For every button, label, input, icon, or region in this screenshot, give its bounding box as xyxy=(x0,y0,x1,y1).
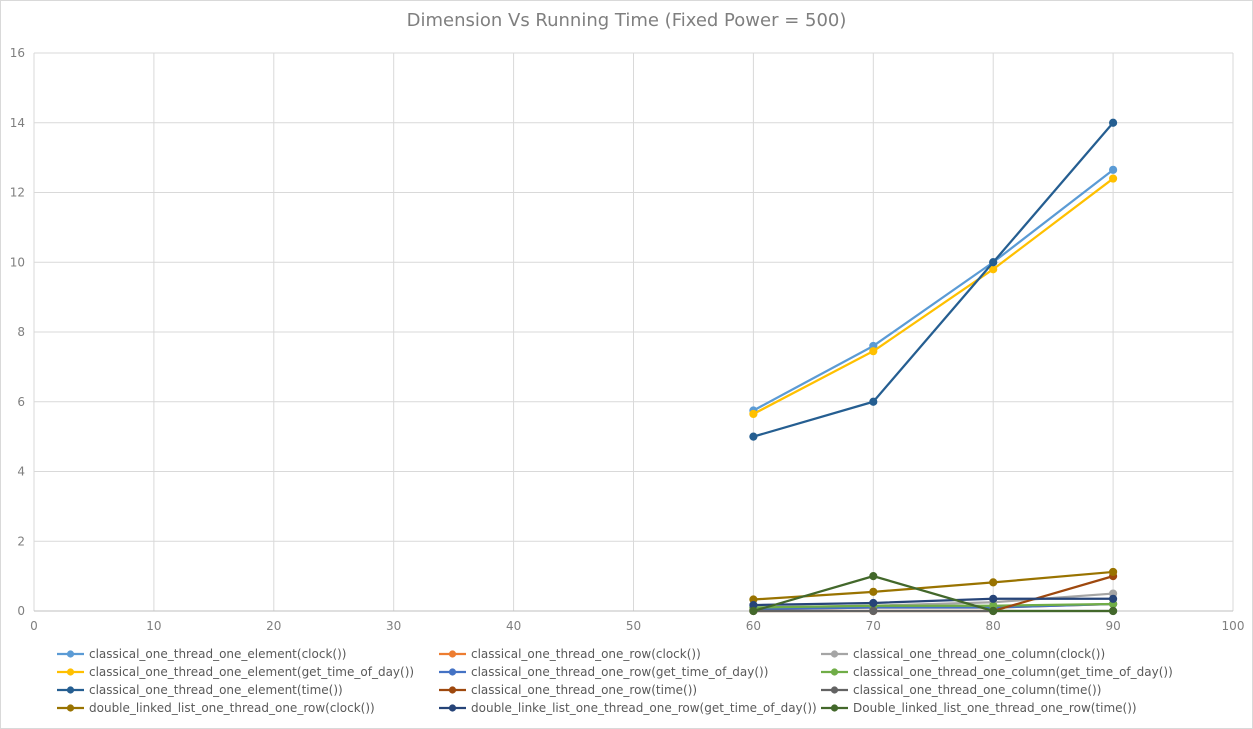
legend-marker xyxy=(66,668,75,676)
axis-layer: 0 2 4 6 8 10 12 14 16 0 10 20 30 40 50 60 70 80 90 100 xyxy=(10,46,1245,633)
data-point xyxy=(1109,174,1118,183)
data-point xyxy=(989,594,998,603)
data-point xyxy=(1109,165,1118,174)
x-tick-label: 70 xyxy=(866,619,881,633)
y-tick-label: 14 xyxy=(10,116,25,130)
legend-layer: classical_one_thread_one_element(clock()… xyxy=(57,647,1173,715)
legend-item: classical_one_thread_one_column(clock()) xyxy=(821,647,1105,661)
legend-marker xyxy=(830,704,839,712)
legend-label: Double_linked_list_one_thread_one_row(ti… xyxy=(853,701,1137,715)
series-line xyxy=(752,177,1114,415)
legend-marker xyxy=(448,686,457,694)
data-point xyxy=(869,606,878,616)
legend-item: classical_one_thread_one_row(time()) xyxy=(439,683,697,697)
legend-label: classical_one_thread_one_element(get_tim… xyxy=(89,665,414,679)
legend-item: classical_one_thread_one_row(get_time_of… xyxy=(439,665,768,679)
legend-label: classical_one_thread_one_element(time()) xyxy=(89,683,343,697)
legend-label: classical_one_thread_one_row(clock()) xyxy=(471,647,701,661)
y-tick-label: 12 xyxy=(10,186,25,200)
x-tick-label: 80 xyxy=(986,619,1001,633)
legend-label: double_linke_list_one_thread_one_row(get… xyxy=(471,701,817,715)
data-point xyxy=(869,397,878,406)
series-line xyxy=(752,168,1114,412)
legend-item: classical_one_thread_one_element(time()) xyxy=(57,683,343,697)
legend-item: double_linke_list_one_thread_one_row(get… xyxy=(439,701,817,715)
x-tick-label: 30 xyxy=(386,619,401,633)
legend-item: classical_one_thread_one_element(clock()… xyxy=(57,647,346,661)
y-tick-label: 8 xyxy=(17,325,25,339)
legend-marker xyxy=(448,704,457,712)
legend-item: Double_linked_list_one_thread_one_row(ti… xyxy=(821,701,1137,715)
y-tick-label: 4 xyxy=(17,465,25,479)
x-tick-label: 40 xyxy=(506,619,521,633)
x-tick-label: 0 xyxy=(30,619,38,633)
data-point xyxy=(869,587,878,596)
data-point xyxy=(989,258,998,267)
y-tick-label: 10 xyxy=(10,255,25,269)
series-line xyxy=(753,122,1114,438)
series-1 xyxy=(749,165,1118,415)
legend-item: classical_one_thread_one_column(get_time… xyxy=(821,665,1173,679)
series-line xyxy=(753,597,1114,607)
chart-title: Dimension Vs Running Time (Fixed Power =… xyxy=(406,10,847,31)
legend-label: classical_one_thread_one_column(clock()) xyxy=(853,647,1105,661)
data-point xyxy=(869,598,878,608)
series-4 xyxy=(749,174,1118,419)
data-point xyxy=(749,606,758,616)
series-layer xyxy=(749,118,1118,616)
legend-label: classical_one_thread_one_column(get_time… xyxy=(853,665,1173,679)
data-point xyxy=(989,606,998,616)
legend-marker xyxy=(66,650,75,658)
data-point xyxy=(869,572,878,581)
y-tick-label: 0 xyxy=(17,604,25,618)
series-11 xyxy=(749,594,1118,610)
x-tick-label: 20 xyxy=(266,619,281,633)
series-line xyxy=(753,575,1114,613)
grid-layer xyxy=(33,52,1234,611)
legend-label: double_linked_list_one_thread_one_row(cl… xyxy=(89,701,375,715)
data-point xyxy=(749,432,758,441)
legend-label: classical_one_thread_one_row(time()) xyxy=(471,683,697,697)
x-tick-label: 100 xyxy=(1222,619,1245,633)
series-7 xyxy=(749,118,1118,441)
data-point xyxy=(1109,594,1118,603)
legend-label: classical_one_thread_one_row(get_time_of… xyxy=(471,665,768,679)
series-10 xyxy=(749,567,1118,604)
y-tick-label: 16 xyxy=(10,46,25,60)
legend-marker xyxy=(830,686,839,694)
data-point xyxy=(989,578,998,587)
data-point xyxy=(1109,606,1118,616)
data-point xyxy=(1109,118,1118,127)
legend-marker xyxy=(448,668,457,676)
x-tick-label: 90 xyxy=(1105,619,1120,633)
data-point xyxy=(749,409,758,419)
data-point xyxy=(1109,567,1118,577)
series-12 xyxy=(749,572,1118,616)
legend-marker xyxy=(830,650,839,658)
x-tick-label: 50 xyxy=(626,619,641,633)
legend-marker xyxy=(830,668,839,676)
series-line xyxy=(753,602,1114,609)
series-line xyxy=(753,570,1114,601)
x-tick-label: 60 xyxy=(746,619,761,633)
y-tick-label: 6 xyxy=(17,395,25,409)
legend-item: double_linked_list_one_thread_one_row(cl… xyxy=(57,701,375,715)
y-tick-label: 2 xyxy=(17,534,25,548)
legend-item: classical_one_thread_one_element(get_tim… xyxy=(57,665,414,679)
legend-marker xyxy=(66,686,75,694)
legend-item: classical_one_thread_one_row(clock()) xyxy=(439,647,701,661)
legend-label: classical_one_thread_one_column(time()) xyxy=(853,683,1101,697)
legend-item: classical_one_thread_one_column(time()) xyxy=(821,683,1101,697)
legend-marker xyxy=(448,650,457,658)
x-tick-label: 10 xyxy=(146,619,161,633)
legend-label: classical_one_thread_one_element(clock()… xyxy=(89,647,346,661)
data-point xyxy=(869,347,878,356)
legend-marker xyxy=(66,704,75,712)
